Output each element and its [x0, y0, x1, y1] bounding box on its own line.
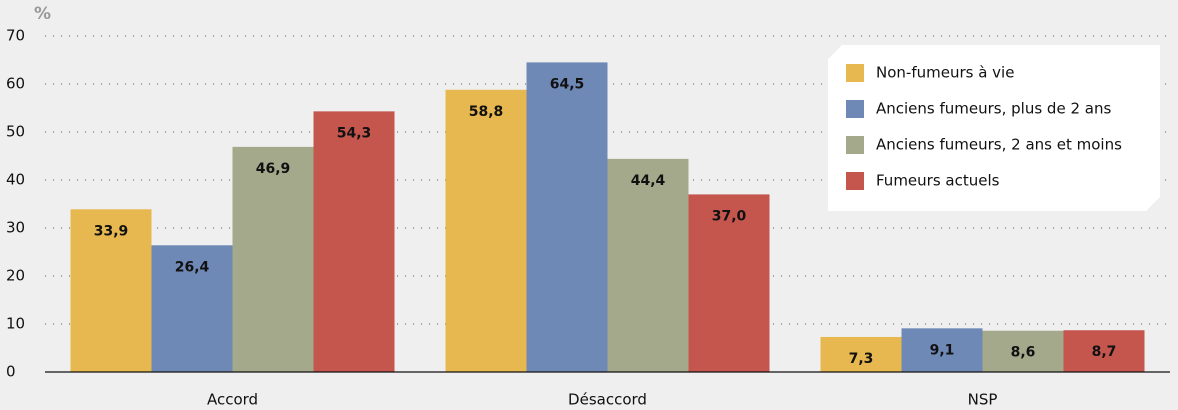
bar: [232, 146, 314, 372]
value-label: 26,4: [175, 259, 210, 275]
legend-label: Fumeurs actuels: [876, 172, 1000, 190]
legend-swatch: [846, 172, 864, 190]
legend-label: Non-fumeurs à vie: [876, 64, 1014, 82]
legend-label: Anciens fumeurs, plus de 2 ans: [876, 100, 1111, 118]
value-label: 7,3: [849, 351, 874, 367]
value-label: 58,8: [469, 104, 504, 120]
legend-swatch: [846, 64, 864, 82]
x-tick-label: Désaccord: [568, 391, 647, 409]
value-label: 37,0: [712, 208, 747, 224]
bar: [70, 209, 152, 372]
y-tick-label: 0: [6, 363, 16, 381]
value-label: 54,3: [337, 125, 372, 141]
bar: [1063, 330, 1145, 372]
value-label: 9,1: [930, 342, 955, 358]
bar: [526, 62, 608, 373]
legend-label: Anciens fumeurs, 2 ans et moins: [876, 136, 1122, 154]
y-tick-label: 10: [6, 315, 25, 333]
value-label: 8,7: [1092, 344, 1117, 360]
y-tick-label: 30: [6, 219, 25, 237]
legend-swatch: [846, 136, 864, 154]
bar: [982, 330, 1064, 372]
legend-box: [828, 45, 1160, 211]
x-tick-label: Accord: [207, 391, 258, 409]
bar: [688, 194, 770, 372]
bar: [820, 336, 902, 372]
bar: [151, 245, 233, 372]
bar: [445, 89, 527, 372]
legend-swatch: [846, 100, 864, 118]
y-tick-label: 60: [6, 75, 25, 93]
x-tick-label: NSP: [968, 391, 998, 409]
value-label: 33,9: [94, 223, 129, 239]
bar: [313, 111, 395, 373]
y-tick-label: 40: [6, 171, 25, 189]
value-label: 8,6: [1011, 345, 1036, 361]
y-unit: %: [34, 4, 51, 24]
y-tick-label: 50: [6, 123, 25, 141]
y-tick-label: 20: [6, 267, 25, 285]
y-tick-label: 70: [6, 27, 25, 45]
value-label: 44,4: [631, 173, 666, 189]
bar: [901, 328, 983, 372]
value-label: 64,5: [550, 76, 585, 92]
value-label: 46,9: [256, 161, 291, 177]
bar: [607, 158, 689, 372]
